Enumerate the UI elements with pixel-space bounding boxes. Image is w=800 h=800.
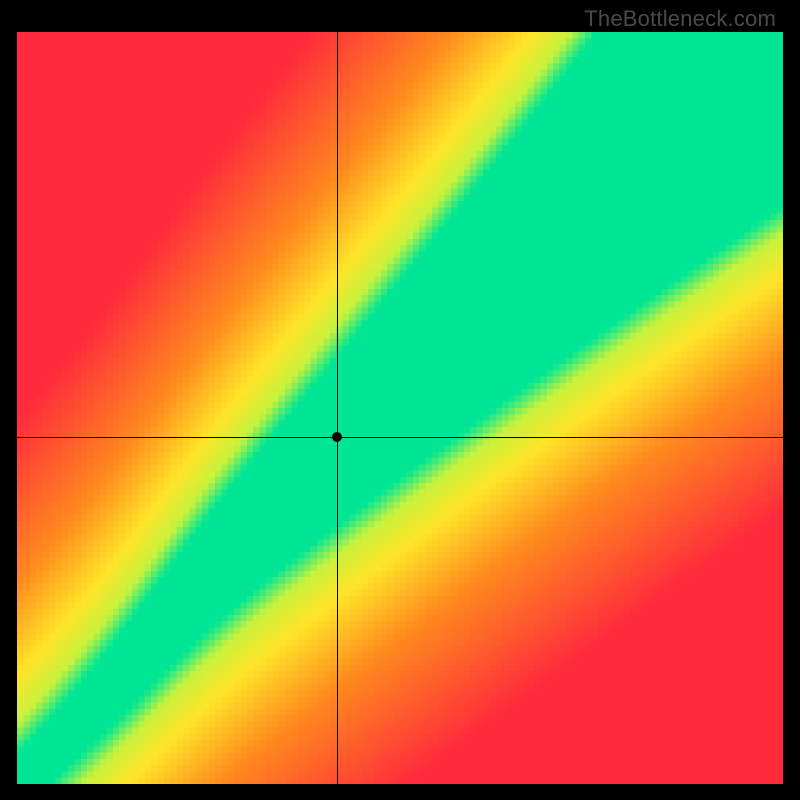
heatmap-canvas xyxy=(17,32,783,784)
crosshair-horizontal xyxy=(17,437,783,438)
chart-container: TheBottleneck.com xyxy=(0,0,800,800)
plot-area xyxy=(17,32,783,784)
watermark-text: TheBottleneck.com xyxy=(584,6,776,32)
crosshair-vertical xyxy=(337,32,338,784)
crosshair-marker-dot xyxy=(332,432,342,442)
